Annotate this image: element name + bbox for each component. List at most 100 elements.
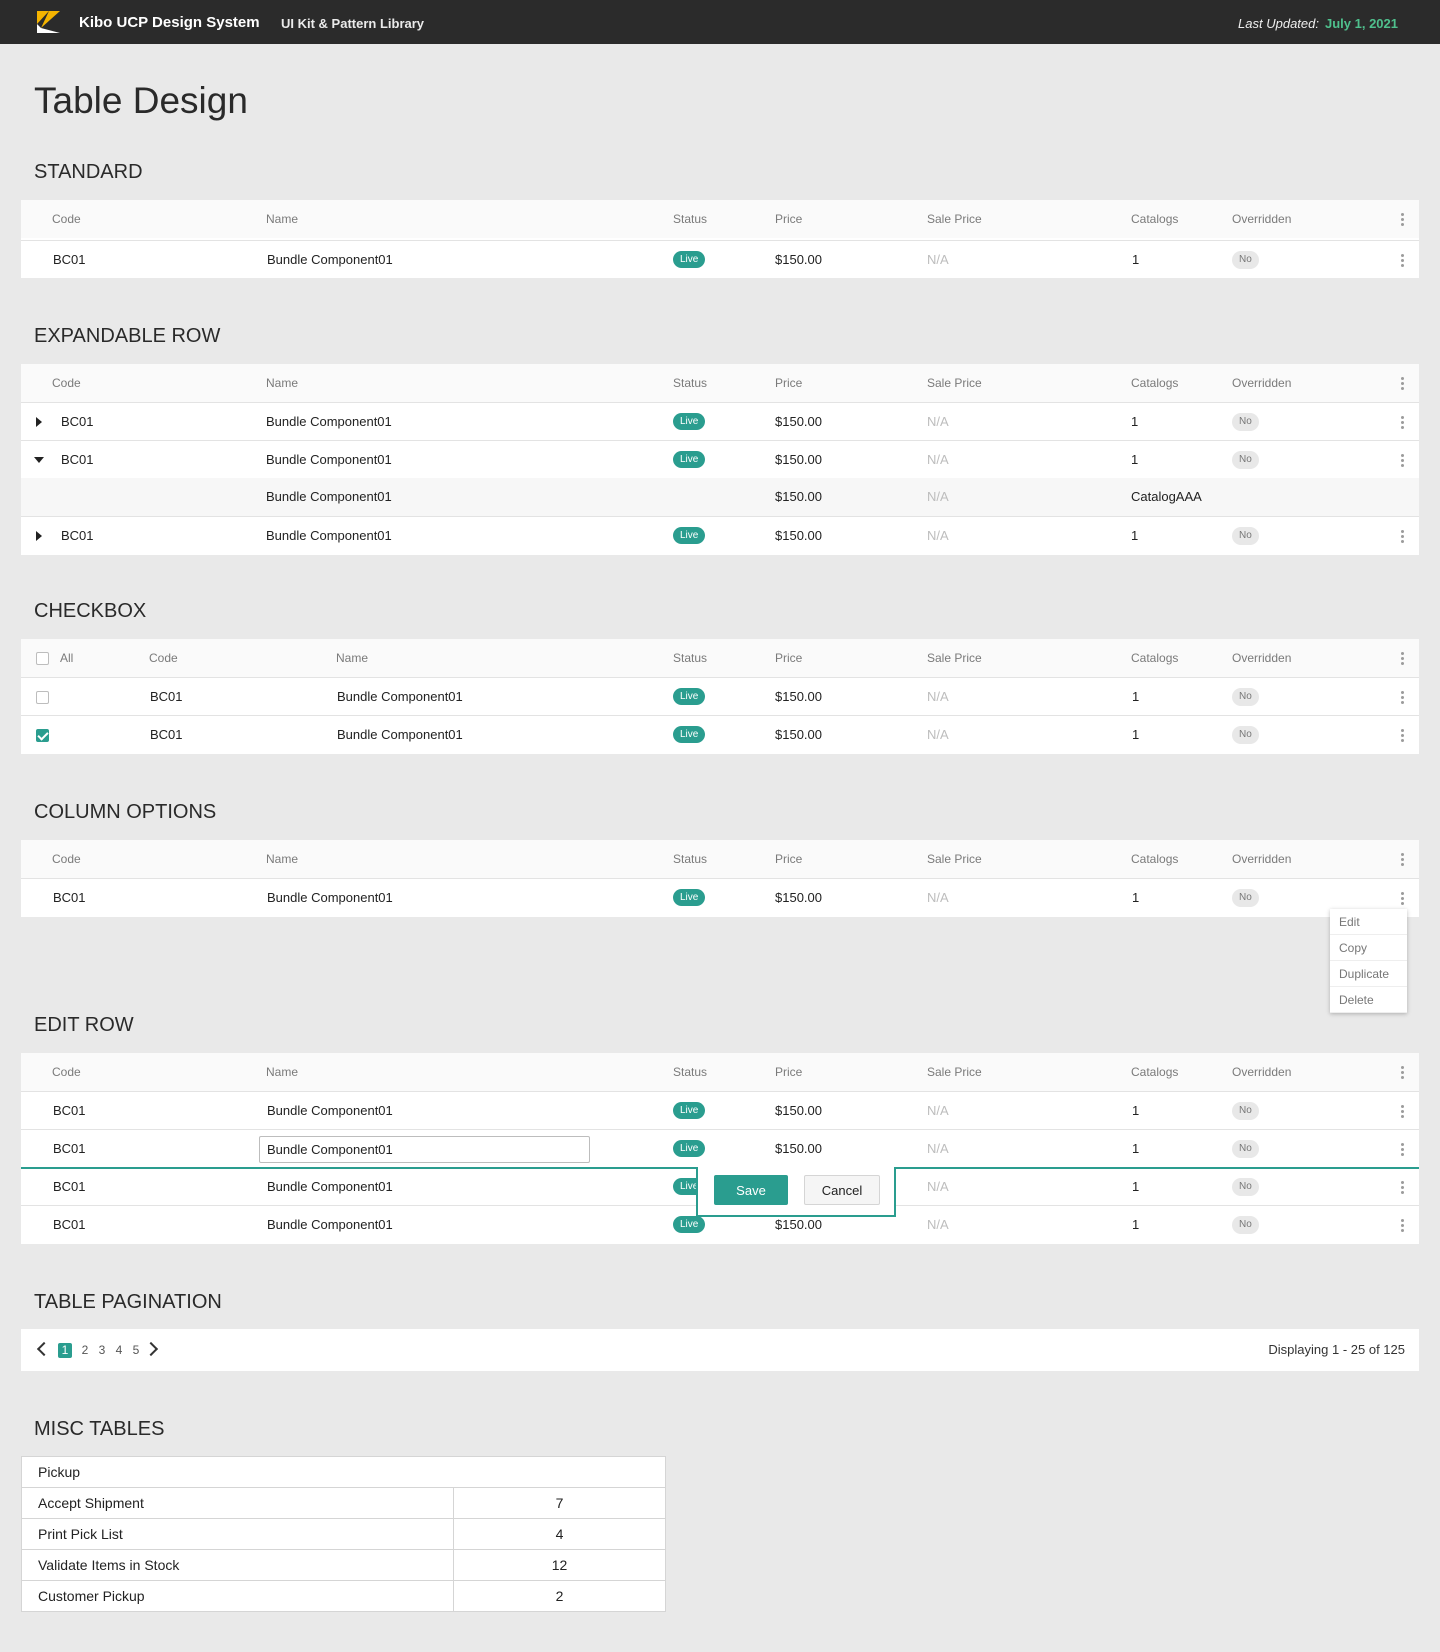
table-header: Code Name Status Price Sale Price Catalo… — [21, 200, 1419, 238]
cell-price: $150.00 — [775, 727, 822, 742]
cell-code: BC01 — [150, 689, 183, 704]
row-options-icon[interactable] — [1401, 416, 1405, 430]
table-row[interactable]: BC01 Bundle Component01 Live $150.00 N/A… — [21, 402, 1419, 440]
cancel-button[interactable]: Cancel — [804, 1175, 880, 1205]
expand-caret-icon[interactable] — [36, 531, 42, 541]
section-title-column-options: COLUMN OPTIONS — [34, 801, 217, 823]
page-2[interactable]: 2 — [81, 1343, 89, 1357]
col-status[interactable]: Status — [673, 1065, 708, 1079]
cell-price: $150.00 — [775, 1103, 822, 1118]
cell-sale-price: N/A — [927, 1103, 949, 1118]
page-1[interactable]: 1 — [58, 1343, 72, 1358]
edit-actions-panel: Save Cancel — [696, 1167, 896, 1217]
col-price[interactable]: Price — [775, 651, 803, 665]
column-options-icon[interactable] — [1401, 377, 1405, 391]
col-code[interactable]: Code — [52, 376, 81, 390]
col-overridden[interactable]: Overridden — [1232, 651, 1292, 665]
header-subtitle[interactable]: UI Kit & Pattern Library — [281, 16, 425, 31]
cell-code: BC01 — [53, 890, 86, 905]
row-checkbox[interactable] — [36, 691, 49, 704]
col-name[interactable]: Name — [266, 1065, 299, 1079]
status-badge: Live — [673, 1140, 706, 1157]
row-options-icon[interactable] — [1401, 1105, 1405, 1119]
col-sale-price[interactable]: Sale Price — [927, 1065, 982, 1079]
row-options-icon[interactable] — [1401, 691, 1405, 705]
col-code[interactable]: Code — [149, 651, 178, 665]
menu-item-copy[interactable]: Copy — [1330, 935, 1407, 961]
cell-catalogs: 1 — [1131, 528, 1139, 543]
col-catalogs[interactable]: Catalogs — [1131, 852, 1179, 866]
column-options-icon[interactable] — [1401, 652, 1405, 666]
row-options-icon[interactable] — [1401, 530, 1405, 544]
col-sale-price[interactable]: Sale Price — [927, 852, 982, 866]
section-title-misc: MISC TABLES — [34, 1418, 165, 1440]
col-price[interactable]: Price — [775, 376, 803, 390]
col-name[interactable]: Name — [266, 376, 299, 390]
col-price[interactable]: Price — [775, 1065, 803, 1079]
overridden-badge: No — [1232, 726, 1259, 744]
col-status[interactable]: Status — [673, 376, 708, 390]
cell-price: $150.00 — [775, 1217, 822, 1232]
page-3[interactable]: 3 — [98, 1343, 106, 1357]
cell-catalogs: 1 — [1132, 1103, 1140, 1118]
col-catalogs[interactable]: Catalogs — [1131, 212, 1179, 226]
menu-item-duplicate[interactable]: Duplicate — [1330, 961, 1407, 987]
row-options-icon[interactable] — [1401, 892, 1405, 906]
row-options-icon[interactable] — [1401, 254, 1405, 268]
status-badge: Live — [673, 451, 706, 468]
table-row-expanded[interactable]: BC01 Bundle Component01 Live $150.00 N/A… — [21, 440, 1419, 478]
brand-name[interactable]: Kibo UCP Design System — [79, 14, 260, 31]
row-options-icon[interactable] — [1401, 729, 1405, 743]
cell-catalogs: 1 — [1132, 1141, 1140, 1156]
col-name[interactable]: Name — [266, 852, 299, 866]
col-overridden[interactable]: Overridden — [1232, 212, 1292, 226]
row-checkbox-checked[interactable] — [36, 729, 49, 742]
column-options-icon[interactable] — [1401, 853, 1405, 867]
col-overridden[interactable]: Overridden — [1232, 376, 1292, 390]
col-code[interactable]: Code — [52, 212, 81, 226]
col-name[interactable]: Name — [266, 212, 299, 226]
column-options-icon[interactable] — [1401, 213, 1405, 227]
chevron-right-icon[interactable] — [143, 1341, 159, 1357]
collapse-caret-icon[interactable] — [34, 457, 44, 463]
select-all-checkbox[interactable] — [36, 652, 49, 665]
row-options-icon[interactable] — [1401, 1219, 1405, 1233]
col-price[interactable]: Price — [775, 212, 803, 226]
row-options-icon[interactable] — [1401, 454, 1405, 468]
col-catalogs[interactable]: Catalogs — [1131, 1065, 1179, 1079]
col-sale-price[interactable]: Sale Price — [927, 212, 982, 226]
col-overridden[interactable]: Overridden — [1232, 1065, 1292, 1079]
page-5[interactable]: 5 — [132, 1343, 140, 1357]
col-code[interactable]: Code — [52, 1065, 81, 1079]
menu-item-delete[interactable]: Delete — [1330, 987, 1407, 1013]
chevron-left-icon[interactable] — [36, 1341, 52, 1357]
row-options-icon[interactable] — [1401, 1181, 1405, 1195]
col-price[interactable]: Price — [775, 852, 803, 866]
col-catalogs[interactable]: Catalogs — [1131, 376, 1179, 390]
col-sale-price[interactable]: Sale Price — [927, 376, 982, 390]
overridden-badge: No — [1232, 527, 1259, 545]
menu-item-edit[interactable]: Edit — [1330, 909, 1407, 935]
expand-caret-icon[interactable] — [36, 417, 42, 427]
expandable-table: Code Name Status Price Sale Price Catalo… — [21, 364, 1419, 555]
col-status[interactable]: Status — [673, 852, 708, 866]
col-catalogs[interactable]: Catalogs — [1131, 651, 1179, 665]
col-code[interactable]: Code — [52, 852, 81, 866]
table-row: Print Pick List 4 — [21, 1518, 666, 1550]
col-overridden[interactable]: Overridden — [1232, 852, 1292, 866]
col-sale-price[interactable]: Sale Price — [927, 651, 982, 665]
save-button[interactable]: Save — [714, 1175, 788, 1205]
table-row[interactable]: BC01 Bundle Component01 Live $150.00 N/A… — [21, 516, 1419, 554]
cell-catalogs: 1 — [1132, 1217, 1140, 1232]
col-name[interactable]: Name — [336, 651, 369, 665]
cell-catalogs: 1 — [1132, 727, 1140, 742]
col-status[interactable]: Status — [673, 651, 708, 665]
col-status[interactable]: Status — [673, 212, 708, 226]
table-row: BC01 Bundle Component01 Live $150.00 N/A… — [21, 677, 1419, 715]
name-edit-input[interactable] — [259, 1136, 590, 1163]
cell-code: BC01 — [61, 528, 94, 543]
cell-code: BC01 — [150, 727, 183, 742]
row-options-icon[interactable] — [1401, 1143, 1405, 1157]
column-options-icon[interactable] — [1401, 1066, 1405, 1080]
page-4[interactable]: 4 — [115, 1343, 123, 1357]
